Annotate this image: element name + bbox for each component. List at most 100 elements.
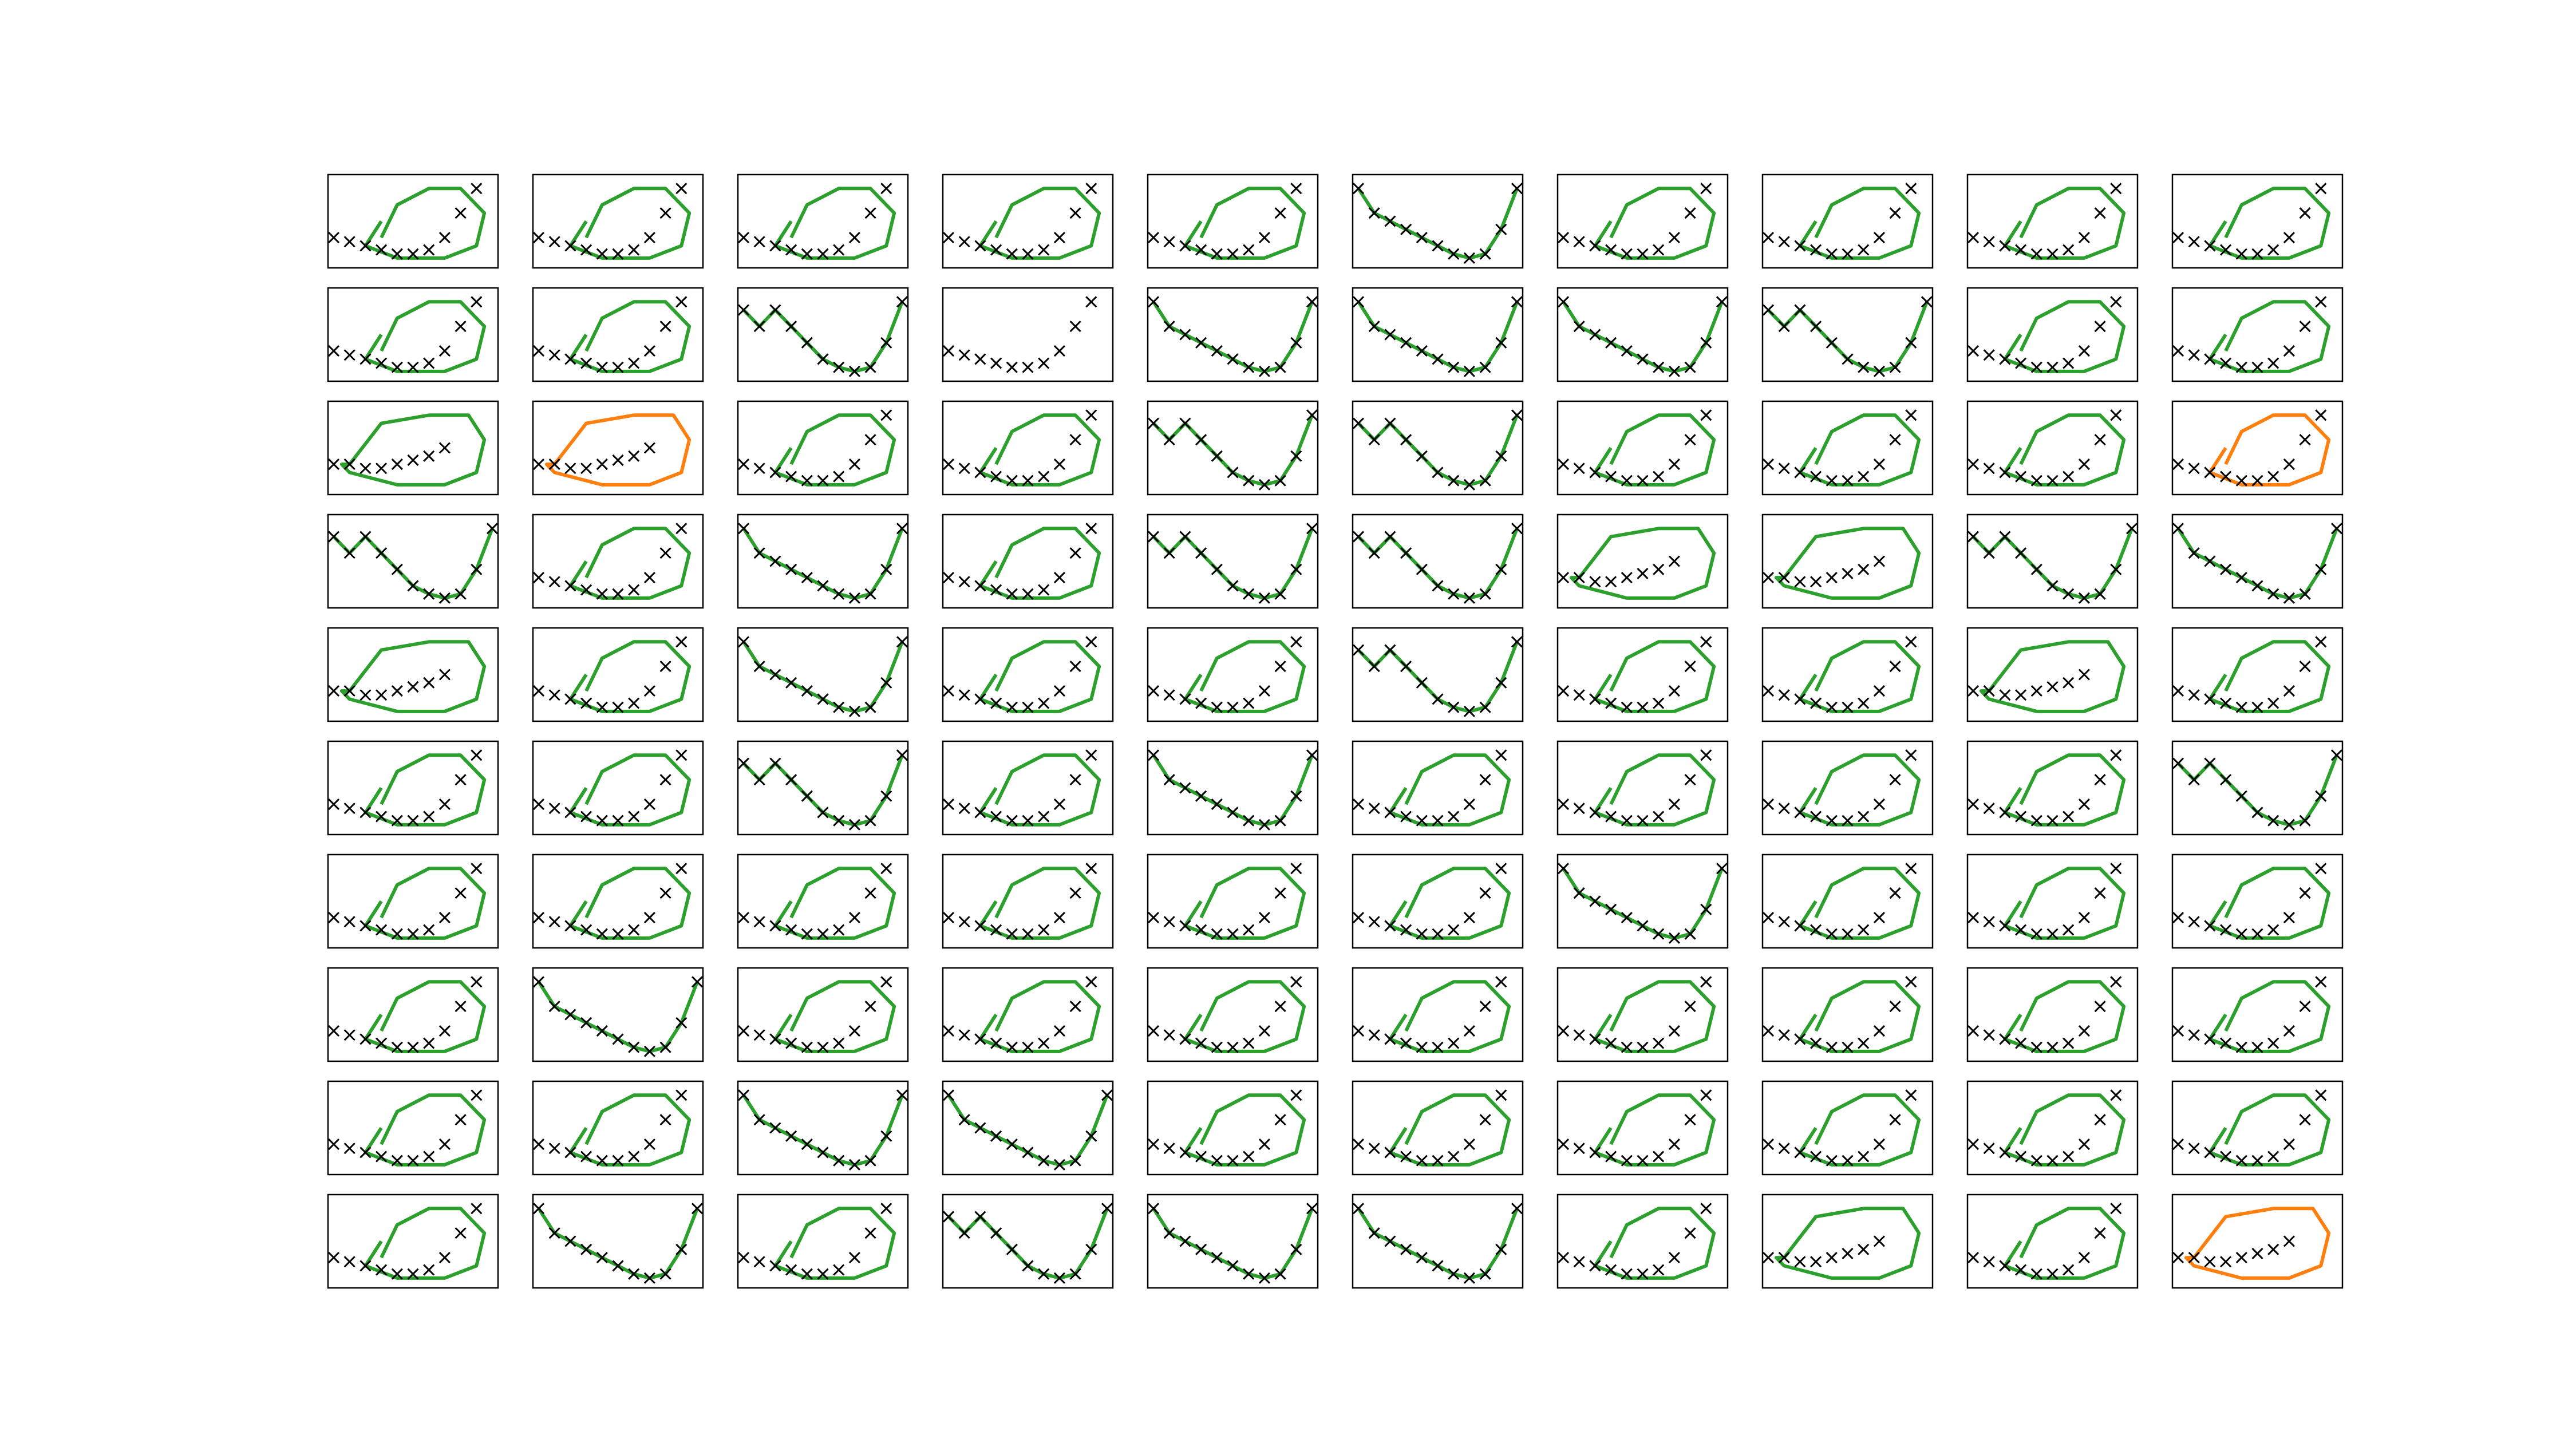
subplot [1147,627,1319,722]
x-marker [580,697,592,709]
x-marker [391,815,403,827]
x-marker [1637,701,1649,713]
x-marker [737,912,750,924]
trajectory-line [1357,1207,1519,1280]
x-marker [376,689,388,701]
trajectory-line [978,527,1101,600]
axes-frame [1761,1080,1934,1176]
x-marker [1163,774,1175,786]
x-marker [1448,588,1460,600]
x-marker [2267,924,2279,936]
x-marker [2267,244,2279,256]
x-marker [1762,232,1775,244]
x-marker [1101,1203,1113,1215]
x-marker [596,1155,608,1167]
x-marker [1858,1151,1870,1163]
x-marker [548,689,560,701]
x-marker [1873,555,1885,567]
x-marker [2094,774,2106,786]
x-marker [801,248,813,260]
x-marker [753,547,765,559]
subplot [1966,627,2139,722]
x-marker [1810,697,1822,709]
trajectory-line [1388,867,1511,940]
x-marker [1573,1256,1585,1268]
x-marker [1873,798,1885,811]
x-marker [1258,232,1270,244]
x-marker [1621,248,1633,260]
x-marker [1778,321,1790,333]
x-marker [1653,1264,1665,1276]
subplot [1761,627,1934,722]
x-marker [1085,636,1097,648]
x-marker [1006,588,1018,600]
subplot [1352,287,1524,382]
x-marker [391,248,403,260]
x-marker [1211,563,1223,575]
axes-frame [942,740,1114,836]
x-marker [1495,563,1507,575]
x-marker [2094,887,2106,899]
x-marker [1306,409,1318,421]
x-marker [1352,912,1365,924]
axes-frame [532,1080,704,1176]
x-marker [532,458,545,471]
axes-frame [1147,287,1319,382]
x-marker [580,811,592,823]
axes-frame [737,173,909,269]
axes-frame [1556,400,1729,496]
subplot [942,1080,1114,1176]
subplot [532,627,704,722]
x-marker [1038,811,1050,823]
x-marker [1762,798,1775,811]
x-marker [2046,580,2059,592]
trajectory-line [742,641,904,713]
x-marker [1479,1268,1491,1280]
x-marker [1400,434,1412,446]
x-marker [548,1143,560,1155]
x-marker [1778,462,1790,475]
x-marker [1668,932,1680,944]
x-marker [1573,1143,1585,1155]
x-marker [1243,1151,1255,1163]
axes-frame [2171,173,2344,269]
x-marker [1195,924,1207,936]
x-marker [958,803,970,815]
trajectory-line [1798,187,1921,260]
x-marker [2046,1155,2059,1167]
x-marker [2063,811,2075,823]
x-marker [2330,749,2343,761]
x-marker [1621,1155,1633,1167]
x-marker [1479,588,1491,600]
x-marker [1211,1041,1223,1053]
trajectory-line [1774,527,1921,600]
x-marker [1668,1139,1680,1151]
x-marker [1905,1089,1917,1101]
x-marker [974,693,986,705]
x-marker [343,1143,355,1155]
trajectory-line [2003,1207,2126,1280]
axes-frame [1761,400,1934,496]
axes-frame [1966,627,2139,722]
x-marker [1211,798,1223,811]
subplot [1352,627,1524,722]
x-marker [564,462,576,475]
subplot [942,513,1114,609]
x-marker [423,244,435,256]
x-marker [848,592,860,604]
x-marker [407,1041,419,1053]
subplot [2171,740,2344,836]
x-marker [1384,215,1396,227]
x-marker [1858,811,1870,823]
x-marker [1605,903,1617,915]
subplot [1556,853,1729,949]
x-marker [2094,1114,2106,1126]
x-marker [785,321,797,333]
subplot [1966,513,2139,609]
x-marker [564,807,576,819]
x-marker [343,803,355,815]
trajectory-line [1767,301,1929,373]
x-marker [391,685,403,697]
x-marker [1211,928,1223,940]
x-marker [1794,467,1806,479]
